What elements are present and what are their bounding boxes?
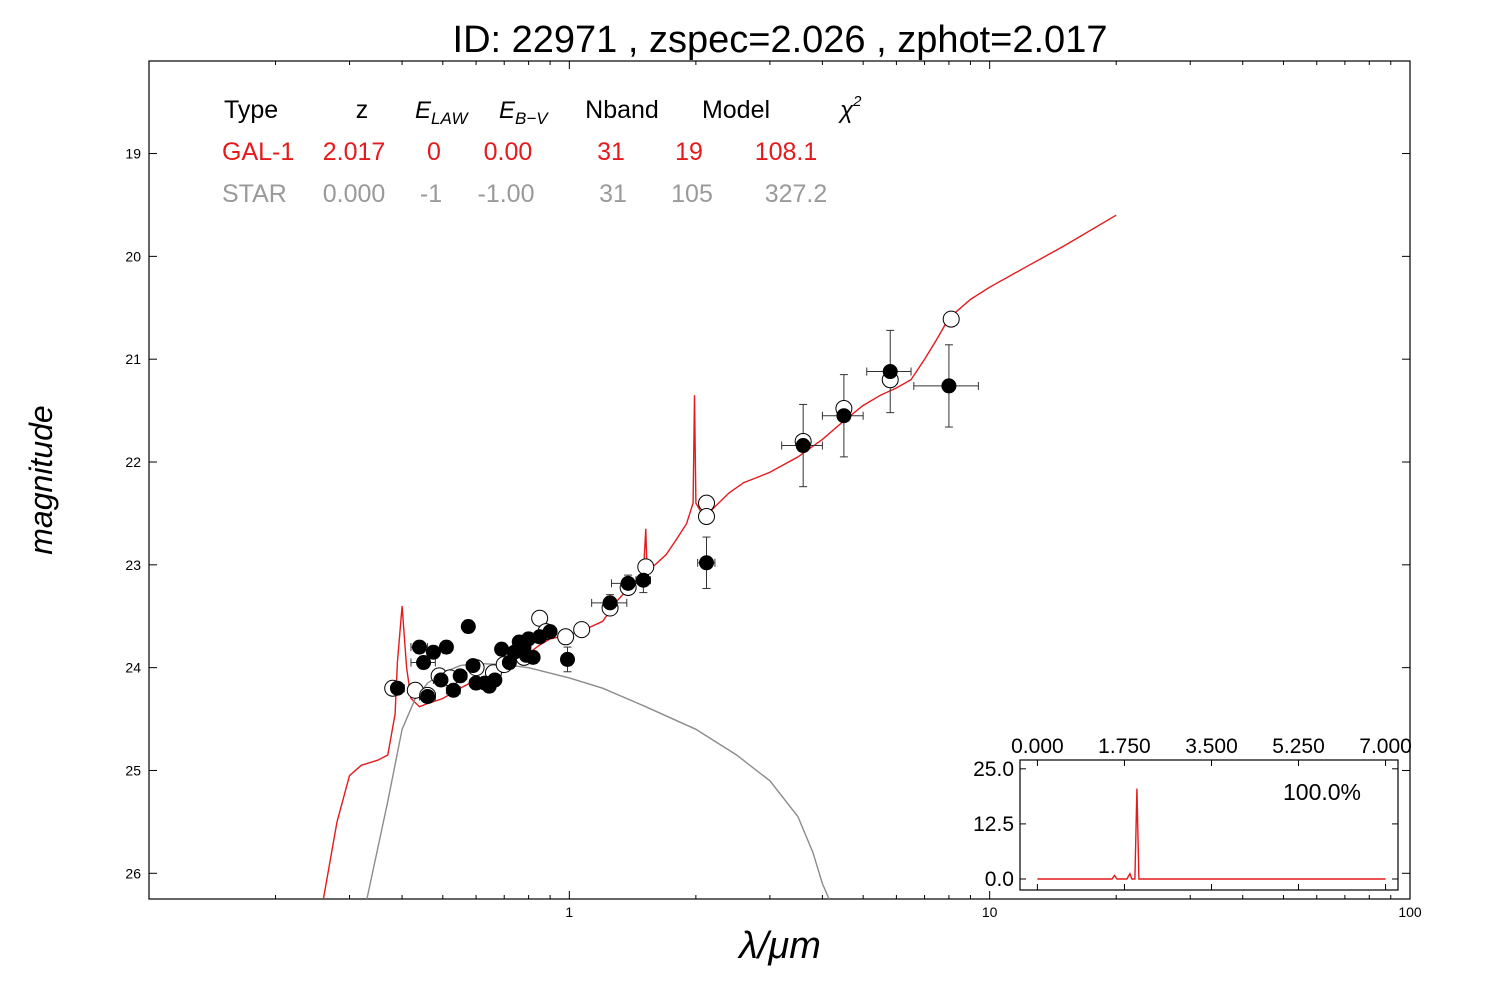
observed-magnitude-point <box>795 438 811 454</box>
fit-header-elaw: ELAW <box>415 97 470 128</box>
fit-row-nband: 31 <box>599 180 627 208</box>
observed-magnitude-point <box>525 649 541 665</box>
observed-magnitude-point <box>941 378 957 394</box>
fit-row-type: GAL-1 <box>222 138 294 166</box>
model-magnitude-point <box>637 558 655 576</box>
y-tick-label: 23 <box>125 557 141 573</box>
inset-x-tick-label: 3.500 <box>1185 735 1238 758</box>
inset-x-tick-label: 1.750 <box>1098 735 1151 758</box>
observed-magnitude-point <box>425 644 441 660</box>
fit-row-ebv: 0.00 <box>484 138 533 166</box>
model-magnitude-point <box>573 621 591 639</box>
y-tick-label: 19 <box>125 146 141 162</box>
observed-magnitude-point <box>602 595 618 611</box>
observed-magnitude-point <box>635 572 651 588</box>
galaxy-model-line <box>322 214 1117 900</box>
fit-row-elaw: -1 <box>420 180 442 208</box>
chart-title: ID: 22971 , zspec=2.026 , zphot=2.017 <box>453 19 1108 61</box>
fit-row-chi2: 327.2 <box>765 180 828 208</box>
inset-frame <box>1019 759 1399 891</box>
y-tick-label: 21 <box>125 351 141 367</box>
y-tick-label: 20 <box>125 248 141 264</box>
x-tick-label: 10 <box>982 904 998 920</box>
x-axis-label: λ/μm <box>737 925 821 967</box>
model-magnitude-point <box>557 628 575 646</box>
inset-y-tick-label: 0.0 <box>985 868 1014 891</box>
redshift-pdf-line <box>1037 788 1386 880</box>
fit-header-z: z <box>356 96 369 124</box>
inset-axis-ticks: 0.000 1.750 3.500 5.250 7.000 0.0 12.5 25.0 <box>973 735 1412 891</box>
x-tick-label: 1 <box>565 904 573 920</box>
fit-row-type: STAR <box>222 180 287 208</box>
y-tick-label: 26 <box>125 865 141 881</box>
fit-row-nband: 31 <box>597 138 625 166</box>
model-magnitude-point <box>942 310 960 328</box>
observed-magnitude-point <box>460 619 476 635</box>
fit-header-chi2: χ2 <box>838 93 862 124</box>
observed-magnitude-point <box>438 639 454 655</box>
fit-header-ebv-sub: B−V <box>515 109 549 128</box>
observed-magnitude-point <box>445 682 461 698</box>
observed-magnitude-point <box>465 658 481 674</box>
y-tick-label: 24 <box>125 660 141 676</box>
fit-row-z: 0.000 <box>323 180 386 208</box>
inset-y-tick-label: 25.0 <box>973 758 1014 781</box>
observed-magnitude-point <box>559 651 575 667</box>
observed-magnitude-point <box>699 555 715 571</box>
pdz-inset: 0.000 1.750 3.500 5.250 7.000 0.0 12.5 25.0 100… <box>973 735 1412 891</box>
observed-magnitude-point <box>620 575 636 591</box>
inset-x-tick-label: 5.250 <box>1272 735 1325 758</box>
fit-row-galaxy: GAL-1 2.017 0 0.00 31 19 108.1 <box>222 138 817 166</box>
observed-magnitude-point <box>389 680 405 696</box>
inset-annotation: 100.0% <box>1283 779 1361 805</box>
observed-magnitude-point <box>487 672 503 688</box>
y-tick-label: 22 <box>125 454 141 470</box>
star-model-line <box>366 662 830 900</box>
fit-row-chi2: 108.1 <box>755 138 818 166</box>
x-tick-label: 100 <box>1398 904 1422 920</box>
observed-magnitude-point <box>452 668 468 684</box>
observed-magnitude-point <box>836 408 852 424</box>
fit-row-model: 105 <box>671 180 713 208</box>
photometry-points <box>384 310 979 704</box>
observed-magnitude-point <box>433 672 449 688</box>
fit-header-model: Model <box>702 96 770 124</box>
observed-magnitude-point <box>420 688 436 704</box>
observed-magnitude-point <box>542 624 558 640</box>
inset-curve <box>1037 788 1386 880</box>
fit-row-star: STAR 0.000 -1 -1.00 31 105 327.2 <box>222 180 827 208</box>
observed-magnitude-point <box>494 641 510 657</box>
fit-header-nband: Nband <box>585 96 659 124</box>
inset-x-tick-label: 7.000 <box>1359 735 1412 758</box>
fit-header-chi2-sup: 2 <box>852 93 862 110</box>
inset-x-tick-label: 0.000 <box>1011 735 1064 758</box>
fit-row-ebv: -1.00 <box>478 180 535 208</box>
plot-frame <box>148 60 1411 900</box>
fit-row-model: 19 <box>675 138 703 166</box>
y-axis-label: magnitude <box>23 405 59 554</box>
inset-y-tick-label: 12.5 <box>973 813 1014 836</box>
fit-header-type: Type <box>224 96 278 124</box>
fit-row-elaw: 0 <box>427 138 441 166</box>
fit-row-z: 2.017 <box>323 138 386 166</box>
observed-magnitude-point <box>416 655 432 671</box>
model-lines <box>322 214 1117 900</box>
y-tick-label: 25 <box>125 762 141 778</box>
fit-table: Type z ELAW EB−V Nband Model χ2 GAL-1 2.… <box>222 93 862 208</box>
fit-header-ebv: EB−V <box>499 97 549 128</box>
observed-magnitude-point <box>411 639 427 655</box>
observed-magnitude-point <box>882 364 898 380</box>
model-magnitude-point <box>698 508 716 526</box>
fit-header-elaw-sub: LAW <box>431 109 469 128</box>
